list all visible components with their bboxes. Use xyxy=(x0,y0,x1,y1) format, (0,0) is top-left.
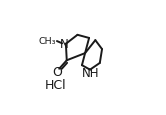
Text: CH₃: CH₃ xyxy=(39,37,56,46)
Text: O: O xyxy=(52,65,62,78)
Text: N: N xyxy=(60,37,68,50)
Text: HCl: HCl xyxy=(45,78,67,91)
Text: NH: NH xyxy=(82,67,99,80)
